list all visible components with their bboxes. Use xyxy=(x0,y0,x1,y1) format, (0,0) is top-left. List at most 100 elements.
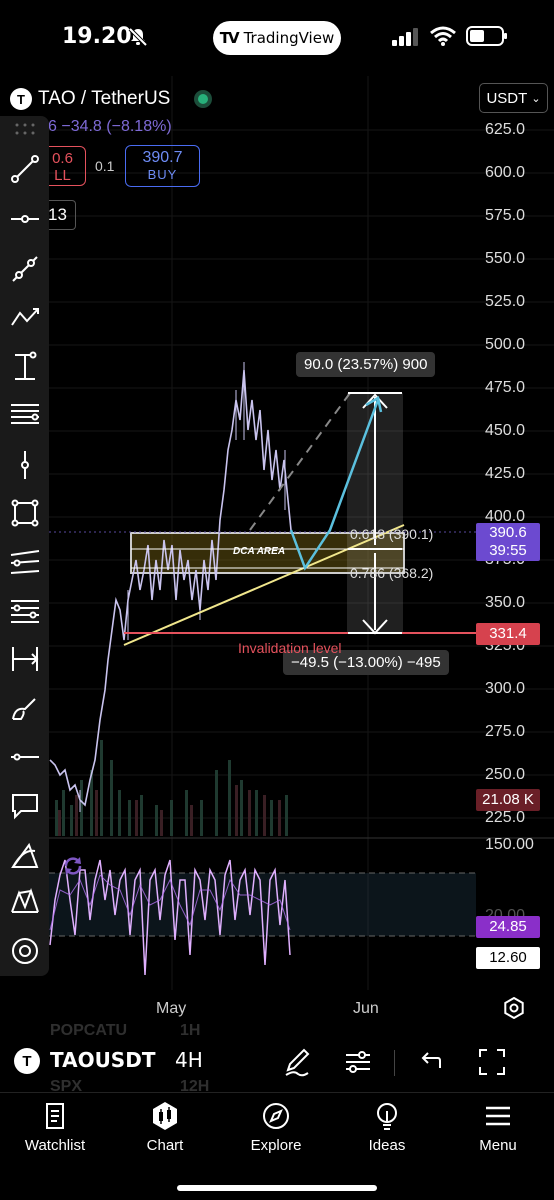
measure-tool xyxy=(348,392,402,635)
tool-fib-levels[interactable] xyxy=(6,396,44,434)
indicators-settings-icon[interactable] xyxy=(340,1044,376,1080)
callout-icon xyxy=(12,794,38,820)
price-tick: 350.0 xyxy=(485,594,526,611)
volume-bars-red xyxy=(58,785,281,836)
price-tick: 250.0 xyxy=(485,766,526,783)
price-tick: 525.0 xyxy=(485,293,526,310)
symbol-header[interactable]: T TAO / TetherUS xyxy=(10,86,213,112)
gear-icon[interactable] xyxy=(503,997,525,1019)
xabcd-pattern-icon xyxy=(11,888,39,913)
chart-canvas[interactable] xyxy=(0,76,554,1036)
home-indicator[interactable] xyxy=(177,1185,377,1191)
stoch-value-badge: 24.85 xyxy=(476,916,540,938)
undo-icon[interactable] xyxy=(412,1044,448,1080)
price-tick: 275.0 xyxy=(485,723,526,740)
ticker-button[interactable]: TAOUSDT xyxy=(50,1048,156,1072)
stoch-d-value-badge: 12.60 xyxy=(476,947,540,969)
tab-label: Explore xyxy=(250,1137,302,1154)
bar-countdown: 39:55 xyxy=(489,542,527,559)
dca-area-box xyxy=(130,532,405,574)
target-measure-label[interactable]: 90.0 (23.57%) 900 xyxy=(296,352,436,377)
projection-path xyxy=(289,399,380,571)
tool-patterns[interactable] xyxy=(6,882,44,920)
wifi-icon xyxy=(430,26,456,46)
tab-explore[interactable]: Explore xyxy=(221,1101,331,1154)
tab-watchlist[interactable]: Watchlist xyxy=(0,1101,110,1154)
projection-arrowhead xyxy=(365,396,383,413)
buy-button[interactable]: 390.7 BUY xyxy=(125,145,200,187)
chart-area[interactable] xyxy=(0,76,554,1036)
price-tick: 475.0 xyxy=(485,379,526,396)
tool-ray[interactable] xyxy=(6,250,44,288)
pen-icon[interactable] xyxy=(280,1044,316,1080)
refresh-icon[interactable] xyxy=(62,855,84,877)
tab-chart[interactable]: Chart xyxy=(110,1101,220,1154)
price-tick: 600.0 xyxy=(485,164,526,181)
volume-bars xyxy=(55,740,288,836)
spread-value: 0.1 xyxy=(95,158,115,174)
grip-handle-icon[interactable] xyxy=(14,122,36,136)
brush-icon xyxy=(12,698,36,720)
stop-measure-label[interactable]: −49.5 (−13.00%) −495 xyxy=(283,650,449,675)
tool-callout[interactable] xyxy=(6,786,44,824)
tool-brush[interactable] xyxy=(6,690,44,728)
sell-button[interactable]: 0.6 LL xyxy=(40,146,86,186)
price-tick: 550.0 xyxy=(485,250,526,267)
fib-786-label: 0.786 (368.2) xyxy=(350,565,434,581)
price-tick: 400.0 xyxy=(485,508,526,525)
list-icon xyxy=(46,1103,64,1129)
tool-path[interactable] xyxy=(6,298,44,336)
clock: 19.20 xyxy=(62,24,132,49)
fullscreen-icon[interactable] xyxy=(474,1044,510,1080)
tool-fib-extension[interactable] xyxy=(6,592,44,630)
rectangle-icon xyxy=(11,499,39,527)
time-tick-may: May xyxy=(156,1000,187,1017)
fib-retracement-icon xyxy=(11,404,39,424)
tool-price-range[interactable] xyxy=(6,348,44,386)
vertical-line-icon xyxy=(21,451,29,479)
interval-partial[interactable]: 13 xyxy=(40,200,76,230)
cycle-icon xyxy=(12,938,38,964)
price-tick: 225.0 xyxy=(485,809,526,826)
tool-cycles[interactable] xyxy=(6,932,44,970)
tradingview-pill[interactable]: TV TradingView xyxy=(213,21,341,55)
fib-extension-icon xyxy=(11,600,39,623)
tool-pitchfork[interactable] xyxy=(6,544,44,582)
price-range-icon xyxy=(15,351,37,380)
tool-rectangle[interactable] xyxy=(6,494,44,532)
ray-icon xyxy=(12,256,38,282)
currency-select[interactable]: USDT ⌄ xyxy=(479,83,548,113)
stoch-line-k xyxy=(49,859,291,976)
cellular-signal-icon xyxy=(392,28,418,46)
last-price-badge: 390.6 39:55 xyxy=(476,523,540,561)
tool-trend-line[interactable] xyxy=(6,150,44,188)
tool-vertical-line[interactable] xyxy=(6,446,44,484)
tab-label: Menu xyxy=(479,1137,517,1154)
tab-label: Chart xyxy=(146,1137,184,1154)
tool-line[interactable] xyxy=(6,738,44,776)
ghost-watchlist-item: POPCATU xyxy=(50,1022,128,1039)
symbol-bar: POPCATU 1H SPX 12H T TAOUSDT 4H xyxy=(0,1022,554,1095)
tool-arc[interactable] xyxy=(6,836,44,874)
tab-ideas[interactable]: Ideas xyxy=(332,1101,442,1154)
tao-coin-icon: T xyxy=(10,88,32,110)
chart-icon xyxy=(153,1102,177,1130)
market-open-dot-icon xyxy=(194,90,213,108)
date-range-icon xyxy=(12,647,39,671)
price-tick: 625.0 xyxy=(485,121,526,138)
path-icon xyxy=(11,308,39,326)
dca-area-label: DCA AREA xyxy=(233,546,286,557)
tool-date-range[interactable] xyxy=(6,640,44,678)
timeframe-button[interactable]: 4H xyxy=(175,1048,203,1072)
projection-dashed xyxy=(249,392,351,531)
symbol-name[interactable]: TAO / TetherUS xyxy=(38,88,171,109)
compass-icon xyxy=(263,1103,289,1129)
bell-off-icon xyxy=(128,27,148,47)
price-wicks xyxy=(79,362,286,812)
tool-horizontal-ray[interactable] xyxy=(6,200,44,238)
tab-menu[interactable]: Menu xyxy=(443,1101,553,1154)
horizontal-line-icon xyxy=(11,215,39,223)
toolbar-divider xyxy=(394,1050,395,1076)
buy-price: 390.7 xyxy=(142,149,183,166)
ghost-watchlist-item: SPX xyxy=(50,1078,83,1095)
